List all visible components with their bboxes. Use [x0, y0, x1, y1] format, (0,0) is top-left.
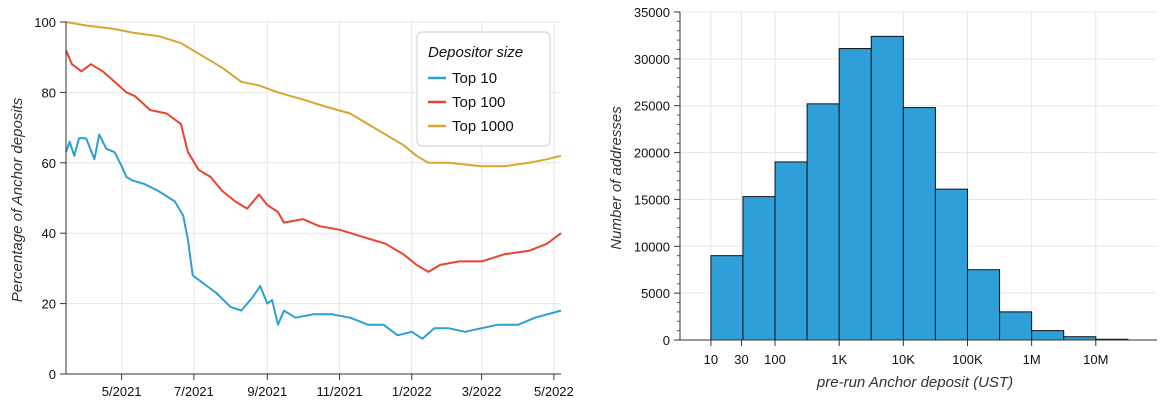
- line-chart-y-tick-label: 40: [42, 226, 56, 241]
- histogram-y-tick-label: 25000: [634, 99, 670, 114]
- histogram-x-tick-label: 10K: [892, 352, 915, 367]
- line-chart-y-axis-title: Percentage of Anchor deposits: [9, 97, 26, 302]
- histogram-y-axis-title: Number of addresses: [608, 106, 625, 250]
- histogram-x-tick-label: 30: [734, 352, 748, 367]
- histogram-panel: 0 5000 10000 15000 20000 25000 30000 35000 10 30 1…: [585, 0, 1170, 400]
- legend: Depositor size Top 10 Top 100 Top 1000: [416, 31, 551, 147]
- legend-label-top-1000: Top 1000: [452, 118, 514, 135]
- histogram-x-tick-label: 100: [764, 352, 786, 367]
- line-chart-x-tick-label: 5/2021: [102, 384, 142, 399]
- histogram-x-tick-label: 1M: [1023, 352, 1041, 367]
- histogram-bar: [806, 103, 840, 341]
- legend-title: Depositor size: [428, 44, 523, 61]
- histogram-bar: [742, 196, 776, 341]
- histogram-bar: [934, 188, 968, 341]
- line-chart-y-tick-label: 80: [42, 85, 56, 100]
- histogram-x-tick-label: 10: [704, 352, 718, 367]
- histogram-bar: [710, 255, 744, 341]
- line-chart-x-tick-label: 1/2022: [392, 384, 432, 399]
- line-chart-x-tick-label: 3/2022: [462, 384, 502, 399]
- histogram-y-tick-label: 35000: [634, 5, 670, 20]
- histogram-x-axis-title: pre-run Anchor deposit (UST): [816, 374, 1013, 391]
- histogram-y-tick-label: 5000: [641, 286, 670, 301]
- series-line-top-1000: [65, 21, 562, 168]
- histogram-y-tick-label: 20000: [634, 146, 670, 161]
- histogram-chart: 0 5000 10000 15000 20000 25000 30000 35000 10 30 1…: [608, 5, 1157, 391]
- line-chart: 0 20 40 60 80 100 5/2021 7/2021 9/2021 11/2021 1/2…: [9, 15, 574, 399]
- histogram-x-tick-label: 1K: [831, 352, 847, 367]
- histogram-y-tick-label: 0: [663, 333, 670, 348]
- histogram-bar: [774, 161, 808, 341]
- histogram-y-tick-label: 10000: [634, 239, 670, 254]
- line-chart-panel: 0 20 40 60 80 100 5/2021 7/2021 9/2021 11/2021 1/2…: [0, 0, 585, 400]
- legend-label-top-100: Top 100: [452, 94, 505, 111]
- series-line-top-100: [65, 49, 562, 273]
- histogram-bar: [966, 269, 1001, 341]
- line-chart-y-tick-label: 0: [49, 367, 56, 382]
- histogram-bar: [870, 35, 904, 341]
- line-chart-y-tick-label: 60: [42, 156, 56, 171]
- line-chart-x-tick-label: 7/2021: [174, 384, 214, 399]
- legend-box: [416, 31, 551, 147]
- line-chart-x-tick-label: 9/2021: [247, 384, 287, 399]
- legend-label-top-10: Top 10: [452, 70, 497, 87]
- line-chart-y-tick-label: 20: [42, 297, 56, 312]
- histogram-x-tick-label: 100K: [952, 352, 983, 367]
- histogram-bar: [999, 311, 1033, 341]
- line-chart-y-tick-label: 100: [34, 15, 56, 30]
- series-line-top-10: [65, 133, 562, 340]
- histogram-bar: [902, 107, 936, 341]
- histogram-y-tick-label: 30000: [634, 52, 670, 67]
- histogram-x-tick-label: 10M: [1083, 352, 1108, 367]
- line-chart-x-tick-label: 5/2022: [534, 384, 574, 399]
- histogram-bar: [838, 48, 872, 341]
- histogram-y-tick-label: 15000: [634, 192, 670, 207]
- histogram-bar: [1031, 330, 1065, 341]
- line-chart-x-tick-label: 11/2021: [317, 384, 363, 399]
